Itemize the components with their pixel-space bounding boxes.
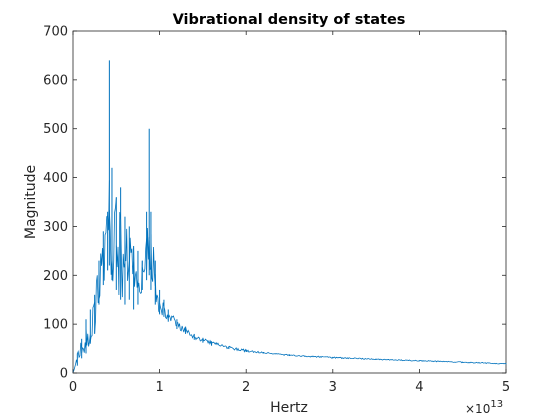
y-tick-label: 500 xyxy=(43,122,68,137)
y-tick-label: 400 xyxy=(43,171,68,186)
series-segment xyxy=(332,356,377,361)
series-segment xyxy=(194,336,204,342)
x-tick-label: 1 xyxy=(155,380,163,395)
y-tick-label: 700 xyxy=(43,25,68,40)
series-segment xyxy=(211,341,230,350)
series-segment xyxy=(228,345,247,353)
series-segment xyxy=(141,238,148,273)
x-tick-label: 0 xyxy=(69,380,77,395)
series-segment xyxy=(76,342,83,359)
series-segment xyxy=(263,352,290,357)
series-segment xyxy=(163,306,169,321)
y-tick-label: 0 xyxy=(60,367,68,382)
series-segment xyxy=(120,218,126,298)
series-segment xyxy=(202,337,212,346)
axes-box xyxy=(72,30,507,374)
series-segment xyxy=(289,354,334,359)
y-tick-label: 100 xyxy=(43,318,68,333)
x-axis-multiplier: ×1013 xyxy=(465,399,503,416)
plot-area xyxy=(72,30,507,374)
chart-title: Vibrational density of states xyxy=(173,12,406,28)
y-tick-label: 600 xyxy=(43,73,68,88)
x-tick-label: 2 xyxy=(242,380,250,395)
series-segment xyxy=(462,361,507,365)
series-segment xyxy=(98,247,104,300)
series-segment xyxy=(81,342,87,354)
series-segment xyxy=(89,302,96,342)
x-tick-label: 3 xyxy=(329,380,337,395)
series-segment xyxy=(72,359,78,373)
series-segment xyxy=(85,326,91,347)
series-segment xyxy=(102,215,108,281)
y-tick-label: 300 xyxy=(43,220,68,235)
series-segment xyxy=(159,302,165,316)
x-axis-label: Hertz xyxy=(270,400,308,416)
series-segment xyxy=(185,326,195,339)
series-segment xyxy=(133,247,139,288)
y-tick-label: 200 xyxy=(43,269,68,284)
x-tick-label: 5 xyxy=(502,380,510,395)
series-segment xyxy=(167,314,177,327)
series-segment xyxy=(375,358,420,362)
series-segment xyxy=(245,349,264,354)
series-segment xyxy=(124,228,130,281)
x-multiplier-text: ×10 xyxy=(465,402,490,416)
series-segment xyxy=(115,212,122,295)
series-segment xyxy=(419,359,463,364)
series-segment xyxy=(94,275,100,333)
series-segment xyxy=(176,322,186,333)
y-axis-label: Magnitude xyxy=(23,165,39,239)
series-segment xyxy=(128,237,135,275)
axis-ticks: 0 1 2 3 4 5 0 100 200 300 400 500 600 700 xyxy=(43,25,510,396)
series-segment xyxy=(137,260,143,294)
series-segment xyxy=(111,198,117,282)
series-segment xyxy=(150,234,156,287)
x-exponent-text: 13 xyxy=(490,399,503,410)
series-segment xyxy=(154,274,160,313)
x-tick-label: 4 xyxy=(415,380,423,395)
